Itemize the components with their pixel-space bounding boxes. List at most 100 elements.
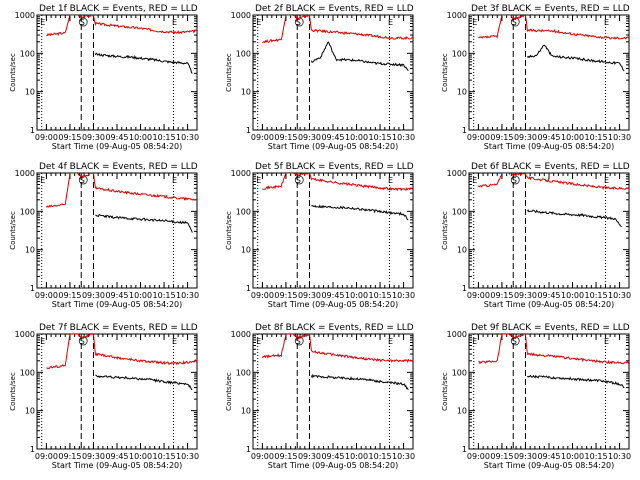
x-axis-label: Start Time (09-Aug-05 08:54:20) [484,300,615,309]
x-tick-label: 10:00 [345,133,368,142]
chart-panel: Det 1f BLACK = Events, RED = LLD 1 10 100 10… [9,4,199,151]
x-axis-label: Start Time (09-Aug-05 08:54:20) [268,300,399,309]
chart-panel: Det 6f BLACK = Events, RED = LLD 1 10 100 10… [441,162,631,309]
x-tick-label: 10:30 [392,133,415,142]
x-tick-label: 09:45 [105,452,128,461]
y-axis-label: Counts/sec [225,211,233,250]
y-tick-label: 10 [241,88,251,97]
x-tick-label: 10:15 [153,291,176,300]
y-tick-label: 10 [241,407,251,416]
series-line-lld [478,15,629,40]
y-tick-label: 1 [30,126,35,135]
x-tick-label: 10:00 [129,452,152,461]
event-marker-label: E [472,337,477,346]
x-tick-label: 09:15 [274,452,297,461]
y-tick-label: 100 [452,368,467,377]
event-marker-label: E [604,18,609,27]
y-axis-label: Counts/sec [9,372,17,411]
series-line-lld [478,334,629,365]
y-axis-label: Counts/sec [441,372,449,411]
chart-title: Det 8f BLACK = Events, RED = LLD [255,323,414,333]
event-marker-label: E [256,337,261,346]
x-tick-label: 09:30 [514,133,537,142]
y-axis-label: Counts/sec [225,372,233,411]
y-tick-label: 1 [30,445,35,454]
y-tick-label: 100 [236,368,251,377]
y-axis-label: Counts/sec [9,211,17,250]
y-tick-label: 1000 [15,330,35,339]
y-tick-label: 1 [462,445,467,454]
event-marker-label: E [256,18,261,27]
y-tick-label: 10 [25,407,35,416]
y-tick-label: 100 [20,368,35,377]
series-line-lld [262,173,413,192]
y-tick-label: 1000 [447,330,467,339]
chart-title: Det 5f BLACK = Events, RED = LLD [255,162,414,172]
chart-title: Det 3f BLACK = Events, RED = LLD [471,4,630,14]
x-tick-label: 09:45 [537,133,560,142]
y-tick-label: 10 [457,246,467,255]
x-tick-label: 10:30 [608,133,631,142]
saa-marker-ring [510,336,520,346]
x-tick-label: 09:00 [467,291,490,300]
event-marker-label: E [388,18,393,27]
y-tick-label: 1000 [231,169,251,178]
x-tick-label: 09:15 [274,291,297,300]
y-tick-label: 1000 [15,169,35,178]
x-axis-label: Start Time (09-Aug-05 08:54:20) [484,461,615,470]
x-tick-label: 10:15 [153,133,176,142]
chart-panel: Det 2f BLACK = Events, RED = LLD 1 10 100 10… [225,4,415,151]
x-tick-label: 09:45 [321,452,344,461]
x-tick-label: 09:30 [514,452,537,461]
x-tick-label: 09:30 [298,452,321,461]
event-marker-label: S [80,18,85,27]
x-tick-label: 10:15 [585,291,608,300]
y-tick-label: 10 [241,246,251,255]
y-tick-label: 100 [452,207,467,216]
series-line-events [310,41,409,72]
event-marker-label: S [296,176,301,185]
x-tick-label: 10:30 [176,291,199,300]
x-tick-label: 09:00 [35,452,58,461]
y-tick-label: 1000 [447,169,467,178]
chart-panel: Det 3f BLACK = Events, RED = LLD 1 10 100 10… [441,4,631,151]
x-tick-label: 09:15 [58,452,81,461]
series-line-events [527,374,625,389]
x-tick-label: 10:00 [345,452,368,461]
y-axis-label: Counts/sec [441,211,449,250]
y-tick-label: 10 [457,407,467,416]
event-marker-label: S [296,337,301,346]
event-marker-label: E [388,337,393,346]
y-tick-label: 100 [452,49,467,58]
saa-marker-ring [510,175,520,185]
event-marker-label: E [40,18,45,27]
y-tick-label: 100 [20,207,35,216]
y-tick-label: 1 [246,126,251,135]
saa-marker-ring [294,175,304,185]
event-marker-label: E [604,337,609,346]
chart-title: Det 4f BLACK = Events, RED = LLD [39,162,198,172]
x-axis-label: Start Time (09-Aug-05 08:54:20) [52,142,183,151]
x-tick-label: 09:30 [82,452,105,461]
event-marker-label: S [512,18,517,27]
event-marker-label: E [472,176,477,185]
x-tick-label: 09:45 [321,291,344,300]
y-tick-label: 1000 [231,330,251,339]
series-line-lld [478,173,629,191]
event-marker-label: E [472,18,477,27]
chart-title: Det 7f BLACK = Events, RED = LLD [39,323,198,333]
x-tick-label: 09:30 [82,133,105,142]
x-axis-label: Start Time (09-Aug-05 08:54:20) [268,142,399,151]
x-tick-label: 09:15 [58,133,81,142]
x-tick-label: 10:15 [585,133,608,142]
y-tick-label: 10 [25,88,35,97]
x-tick-label: 09:30 [298,291,321,300]
x-tick-label: 10:30 [608,291,631,300]
x-tick-label: 10:30 [392,452,415,461]
x-tick-label: 10:30 [176,133,199,142]
y-tick-label: 10 [25,246,35,255]
chart-panel: Det 5f BLACK = Events, RED = LLD 1 10 100 10… [225,162,415,309]
x-tick-label: 09:00 [251,291,274,300]
chart-title: Det 6f BLACK = Events, RED = LLD [471,162,630,172]
